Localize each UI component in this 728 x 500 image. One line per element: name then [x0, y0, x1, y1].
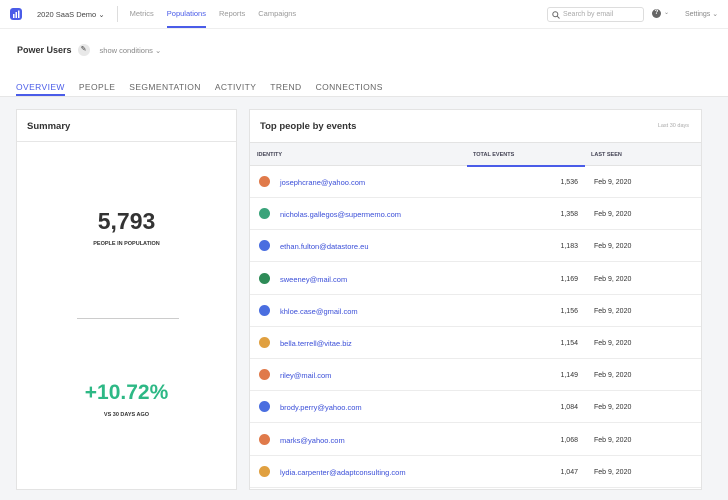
total-events: 1,154 [560, 340, 578, 347]
identity-link[interactable]: brody.perry@yahoo.com [280, 403, 362, 413]
title-row: Power Users ✎ show conditions ⌄ [17, 44, 161, 56]
table-row[interactable]: bella.terrell@vitae.biz 1,154 Feb 9, 202… [250, 327, 701, 359]
chevron-down-icon[interactable]: ⌄ [664, 10, 670, 16]
table-row[interactable]: ethan.fulton@datastore.eu 1,183 Feb 9, 2… [250, 230, 701, 263]
divider [17, 141, 236, 142]
column-last-seen[interactable]: LAST SEEN [591, 152, 622, 158]
total-events: 1,156 [560, 307, 578, 315]
total-events: 1,169 [560, 275, 578, 283]
avatar [259, 465, 270, 477]
logo-icon[interactable] [10, 8, 22, 20]
tab-connections[interactable]: CONNECTIONS [315, 82, 383, 92]
table-row[interactable]: josephcrane@yahoo.com 1,536 Feb 9, 2020 [250, 166, 701, 198]
table-row[interactable]: nicholas.gallegos@supermemo.com 1,358 Fe… [250, 198, 701, 231]
last-seen: Feb 9, 2020 [594, 179, 632, 186]
table-row[interactable]: khloe.case@gmail.com 1,156 Feb 9, 2020 [250, 295, 701, 327]
table-row[interactable]: sweeney@mail.com 1,169 Feb 9, 2020 [250, 263, 701, 295]
column-identity[interactable]: IDENTITY [257, 152, 283, 158]
avatar [259, 401, 270, 413]
settings-label: Settings [685, 11, 711, 18]
table-row[interactable]: riley@mail.com 1,149 Feb 9, 2020 [250, 359, 701, 392]
show-conditions-label: show conditions [99, 45, 153, 55]
total-events: 1,536 [560, 179, 578, 186]
last-seen: Feb 9, 2020 [594, 307, 632, 315]
table-header: IDENTITY TOTAL EVENTS LAST SEEN [250, 142, 701, 167]
total-events: 1,084 [560, 404, 578, 412]
identity-link[interactable]: bella.terrell@vitae.biz [280, 339, 352, 348]
nav-bar: 2020 SaaS Demo ⌄ Metrics Populations Rep… [37, 0, 309, 28]
last-seen: Feb 9, 2020 [594, 436, 632, 444]
identity-link[interactable]: sweeney@mail.com [280, 274, 348, 284]
last-seen: Feb 9, 2020 [594, 404, 632, 412]
project-selector[interactable]: 2020 SaaS Demo ⌄ [37, 10, 105, 19]
table-row[interactable]: brody.perry@yahoo.com 1,084 Feb 9, 2020 [250, 391, 701, 424]
top-nav: 2020 SaaS Demo ⌄ Metrics Populations Rep… [0, 0, 728, 29]
total-events: 1,149 [560, 372, 578, 380]
avatar [259, 176, 270, 187]
avatar [259, 433, 270, 445]
table-row[interactable]: lydia.carpenter@adaptconsulting.com 1,04… [250, 456, 701, 488]
last-seen: Feb 9, 2020 [594, 275, 632, 283]
nav-campaigns[interactable]: Campaigns [258, 9, 297, 18]
nav-reports[interactable]: Reports [218, 9, 246, 18]
tab-overview[interactable]: OVERVIEW [16, 82, 65, 96]
avatar [259, 369, 270, 381]
identity-link[interactable]: marks@yahoo.com [280, 435, 345, 445]
last-seen: Feb 9, 2020 [594, 372, 632, 380]
top-people-card: Top people by events Last 30 days IDENTI… [249, 109, 702, 490]
total-events: 1,358 [560, 211, 578, 219]
summary-card: Summary 5,793 PEOPLE IN POPULATION +10.7… [16, 109, 237, 490]
identity-link[interactable]: lydia.carpenter@adaptconsulting.com [280, 467, 406, 477]
identity-link[interactable]: riley@mail.com [280, 371, 332, 381]
identity-link[interactable]: nicholas.gallegos@supermemo.com [280, 210, 402, 220]
column-total-events[interactable]: TOTAL EVENTS [473, 152, 515, 158]
tab-people[interactable]: PEOPLE [78, 82, 116, 92]
search-icon [552, 11, 560, 19]
population-count-label: PEOPLE IN POPULATION [93, 241, 160, 247]
avatar [259, 208, 270, 220]
table-row[interactable]: marks@yahoo.com 1,068 Feb 9, 2020 [250, 424, 701, 456]
tab-segmentation[interactable]: SEGMENTATION [129, 82, 201, 92]
last-seen: Feb 9, 2020 [594, 340, 632, 347]
change-label: VS 30 DAYS AGO [103, 412, 150, 418]
nav-populations[interactable]: Populations [166, 0, 207, 28]
identity-link[interactable]: ethan.fulton@datastore.eu [280, 242, 369, 252]
edit-pencil-icon[interactable]: ✎ [77, 44, 90, 56]
top-people-title: Top people by events [260, 121, 357, 132]
search-placeholder: Search by email [563, 11, 614, 18]
chevron-down-icon: ⌄ [155, 45, 162, 55]
avatar [259, 272, 270, 284]
total-events: 1,047 [560, 468, 578, 476]
nav-metrics[interactable]: Metrics [129, 9, 154, 18]
population-header: Power Users ✎ show conditions ⌄ OVERVIEW… [0, 29, 728, 97]
tab-activity[interactable]: ACTIVITY [214, 82, 257, 92]
sort-indicator [467, 165, 585, 167]
avatar [259, 240, 270, 252]
change-percent: +10.72% [84, 381, 169, 404]
search-input[interactable]: Search by email [547, 7, 644, 22]
summary-title: Summary [27, 121, 71, 132]
population-count: 5,793 [97, 208, 156, 234]
identity-link[interactable]: josephcrane@yahoo.com [280, 178, 366, 187]
tab-trend[interactable]: TREND [270, 82, 302, 92]
last-seen: Feb 9, 2020 [594, 468, 632, 476]
avatar [259, 337, 270, 348]
avatar [259, 304, 270, 316]
identity-link[interactable]: khloe.case@gmail.com [280, 306, 358, 316]
last-seen: Feb 9, 2020 [594, 243, 632, 251]
show-conditions-toggle[interactable]: show conditions ⌄ [100, 46, 162, 55]
help-icon[interactable]: ? [652, 9, 661, 18]
page-title: Power Users [17, 45, 72, 55]
last-seen: Feb 9, 2020 [594, 211, 632, 219]
total-events: 1,068 [560, 436, 578, 444]
settings-menu[interactable]: Settings ⌄ [685, 11, 719, 18]
date-range: Last 30 days [657, 123, 689, 129]
chevron-down-icon: ⌄ [98, 9, 105, 19]
divider [116, 6, 118, 22]
project-name: 2020 SaaS Demo [37, 9, 97, 19]
total-events: 1,183 [560, 243, 578, 251]
tab-bar: OVERVIEW PEOPLE SEGMENTATION ACTIVITY TR… [16, 82, 397, 96]
divider [77, 318, 179, 319]
